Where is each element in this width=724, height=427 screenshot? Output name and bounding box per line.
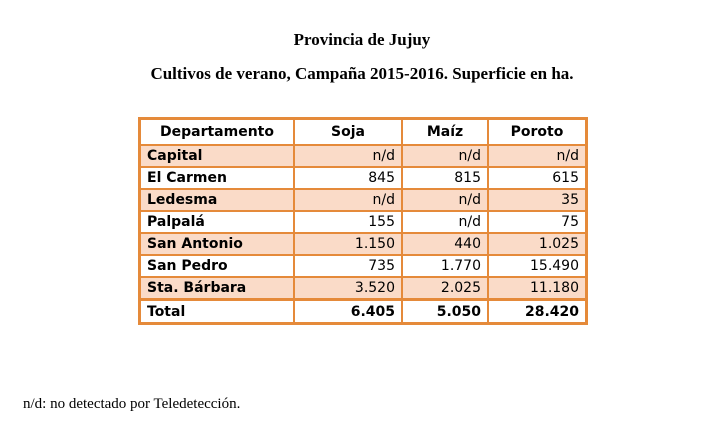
cell-maiz: n/d: [402, 211, 488, 233]
cell-departamento: Sta. Bárbara: [140, 277, 294, 299]
cell-poroto: 35: [488, 189, 586, 211]
footnote: n/d: no detectado por Teledetección.: [23, 396, 241, 412]
cell-maiz: n/d: [402, 189, 488, 211]
table-row: Ledesma n/d n/d 35: [140, 189, 586, 211]
cell-poroto: 75: [488, 211, 586, 233]
cell-soja: 155: [294, 211, 402, 233]
cell-poroto: 1.025: [488, 233, 586, 255]
header-soja: Soja: [294, 119, 402, 145]
cell-maiz: 815: [402, 167, 488, 189]
cell-soja: n/d: [294, 189, 402, 211]
header-maiz: Maíz: [402, 119, 488, 145]
cell-departamento: Capital: [140, 145, 294, 167]
cell-soja: 735: [294, 255, 402, 277]
cell-soja: 845: [294, 167, 402, 189]
cell-maiz: 1.770: [402, 255, 488, 277]
header-poroto: Poroto: [488, 119, 586, 145]
cell-poroto: 11.180: [488, 277, 586, 299]
total-label: Total: [140, 299, 294, 323]
cell-maiz: 2.025: [402, 277, 488, 299]
total-maiz: 5.050: [402, 299, 488, 323]
table-row: El Carmen 845 815 615: [140, 167, 586, 189]
cell-departamento: Ledesma: [140, 189, 294, 211]
cell-poroto: 615: [488, 167, 586, 189]
cell-soja: 1.150: [294, 233, 402, 255]
header-departamento: Departamento: [140, 119, 294, 145]
cell-departamento: Palpalá: [140, 211, 294, 233]
table-header-row: Departamento Soja Maíz Poroto: [140, 119, 586, 145]
table-row: Palpalá 155 n/d 75: [140, 211, 586, 233]
table-row: San Pedro 735 1.770 15.490: [140, 255, 586, 277]
table-row: San Antonio 1.150 440 1.025: [140, 233, 586, 255]
cell-poroto: 15.490: [488, 255, 586, 277]
crop-table: Departamento Soja Maíz Poroto Capital n/…: [138, 117, 588, 325]
page-subtitle: Cultivos de verano, Campaña 2015-2016. S…: [150, 64, 574, 83]
total-soja: 6.405: [294, 299, 402, 323]
table-row: Capital n/d n/d n/d: [140, 145, 586, 167]
cell-poroto: n/d: [488, 145, 586, 167]
page-title: Provincia de Jujuy: [293, 30, 431, 49]
table-total-row: Total 6.405 5.050 28.420: [140, 299, 586, 323]
cell-soja: 3.520: [294, 277, 402, 299]
table-row: Sta. Bárbara 3.520 2.025 11.180: [140, 277, 586, 299]
cell-departamento: San Antonio: [140, 233, 294, 255]
cell-maiz: n/d: [402, 145, 488, 167]
cell-soja: n/d: [294, 145, 402, 167]
cell-departamento: San Pedro: [140, 255, 294, 277]
cell-departamento: El Carmen: [140, 167, 294, 189]
cell-maiz: 440: [402, 233, 488, 255]
total-poroto: 28.420: [488, 299, 586, 323]
